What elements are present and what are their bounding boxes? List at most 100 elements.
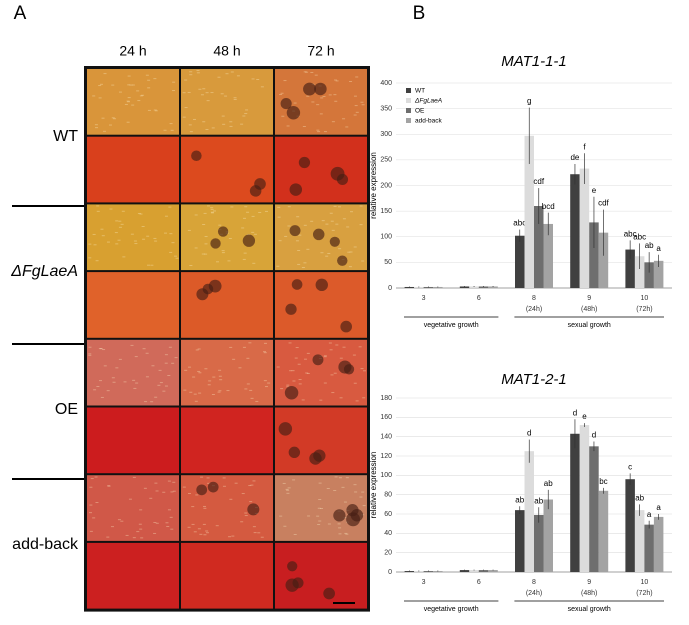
texture [164,385,168,387]
texture [355,400,359,402]
y-tick-label: 100 [380,234,392,241]
perithecium [191,150,202,162]
texture [149,497,153,499]
texture [330,220,334,222]
texture [277,206,281,208]
texture [210,211,214,213]
texture [162,390,166,392]
y-tick-label: 200 [380,182,392,189]
texture [99,83,103,85]
bar [459,570,470,572]
texture [142,238,146,240]
y-axis-label: relative expression [369,152,378,219]
texture [361,260,365,262]
texture [157,384,161,386]
texture [131,84,135,86]
texture [327,252,331,254]
texture [204,368,208,370]
significance-letter: bcd [542,202,555,211]
texture [296,216,300,218]
texture [182,92,186,94]
x-tick-sublabel: (72h) [636,306,652,313]
texture [319,399,323,401]
texture [263,352,267,354]
texture [198,392,202,394]
texture [139,95,143,97]
texture [193,393,197,395]
texture [93,389,97,391]
texture [305,71,309,73]
significance-letter: abc [624,229,637,238]
texture [106,536,110,538]
texture [127,75,131,77]
texture [187,526,191,528]
texture [276,265,280,267]
texture [298,234,302,236]
bar [625,479,635,572]
texture [362,370,366,372]
bar [515,235,525,288]
texture [295,347,299,349]
perithecium [210,238,221,249]
texture [283,80,287,82]
texture [135,382,139,384]
texture [101,117,105,119]
texture [228,536,232,538]
texture [260,86,264,88]
significance-letter: abc [633,233,646,242]
texture [281,115,285,117]
texture [222,485,226,487]
texture [241,227,245,229]
texture [126,100,130,102]
texture [222,477,226,479]
texture [251,231,255,233]
photo [87,475,179,541]
texture [184,107,188,109]
texture [302,126,306,128]
texture [167,509,171,511]
texture [353,246,357,248]
photo [181,339,273,406]
texture [244,388,248,390]
texture [210,207,214,209]
perithecium [285,578,299,592]
texture [136,90,140,92]
texture [249,501,253,503]
texture [132,476,136,478]
texture [89,504,93,506]
texture [204,236,208,238]
texture [242,258,246,260]
texture [342,218,346,220]
texture [314,74,318,76]
texture [317,524,321,526]
perithecium [313,449,326,462]
texture [141,94,145,96]
texture [238,367,242,369]
texture [189,131,193,133]
y-tick-label: 80 [384,492,392,499]
texture [170,491,174,493]
texture [335,223,339,225]
perithecium [312,228,325,241]
texture [349,81,353,83]
texture [244,515,248,517]
perithecium [333,509,346,522]
legend-label: ΔFgLaeA [414,98,442,105]
texture [243,252,247,254]
texture [198,372,202,374]
x-tick-sublabel: (24h) [526,306,542,313]
texture [194,214,198,216]
texture [184,369,188,371]
texture [89,512,93,514]
texture [126,121,130,123]
texture [141,225,145,227]
texture [147,79,151,81]
texture [303,224,307,226]
texture [103,365,107,367]
texture [139,528,143,530]
texture [92,233,96,235]
texture [359,496,363,498]
significance-letter: ab [534,496,543,505]
texture [319,507,323,509]
